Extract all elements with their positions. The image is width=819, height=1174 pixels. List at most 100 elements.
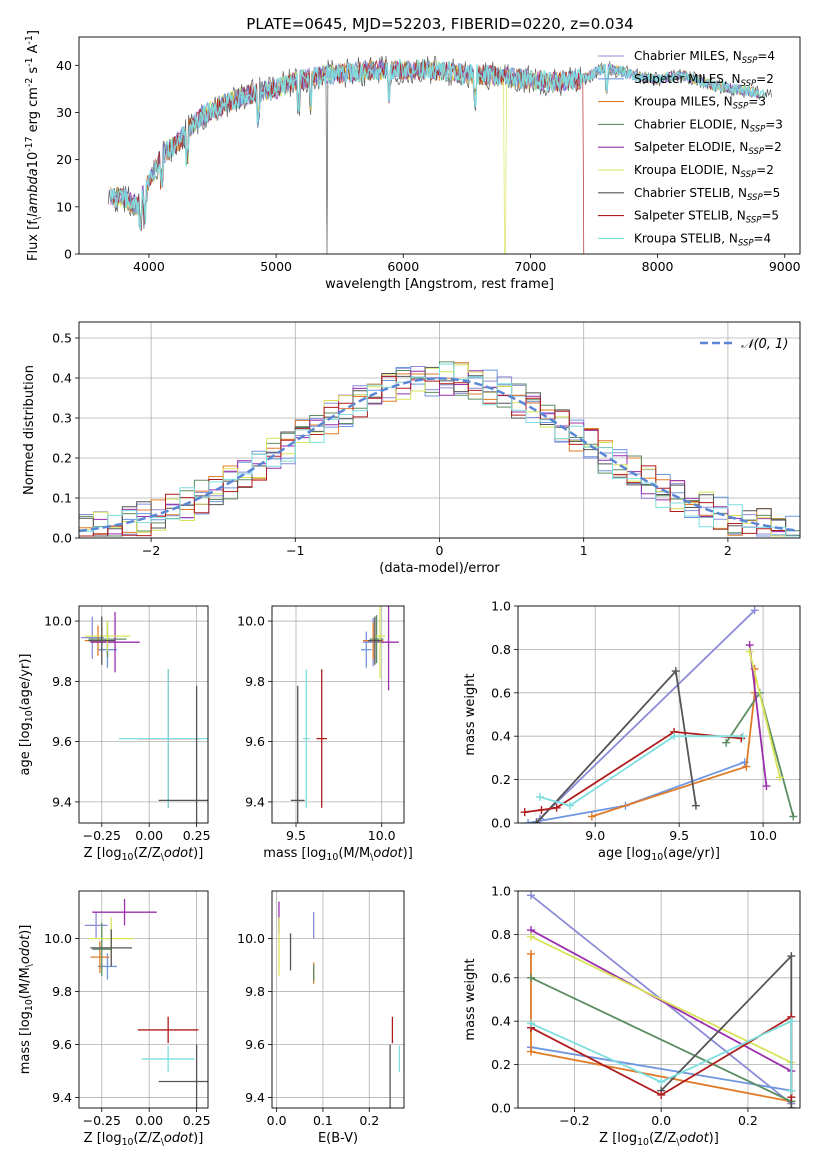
legend-entry: Kroupa MILES, NSSP=3 — [634, 95, 766, 112]
x-tick-label: 0.00 — [135, 828, 163, 843]
x-tick-label: 10.0 — [368, 828, 396, 843]
y-tick-label: 0.8 — [491, 642, 511, 657]
weight-line-2 — [530, 953, 792, 1103]
x-tick-label: 0.0 — [267, 1113, 287, 1128]
weight-line-8 — [530, 1019, 793, 1091]
y-tick-label: 9.8 — [245, 674, 265, 689]
residual-hist-7 — [79, 375, 800, 537]
y-tick-label: 0.2 — [52, 451, 72, 466]
x-tick-label: 7000 — [515, 259, 547, 274]
axes-frame — [78, 605, 209, 824]
y-tick-label: 9.4 — [52, 794, 72, 809]
spectrum-line-5 — [110, 59, 760, 254]
errorbar-point — [378, 606, 399, 691]
x-axis-label: Z [log10(Z/Z\odot)] — [599, 1131, 719, 1148]
figure-title: PLATE=0645, MJD=52203, FIBERID=0220, z=0… — [246, 15, 633, 33]
weight-marker — [671, 667, 680, 676]
errorbar-point — [90, 612, 140, 673]
y-tick-label: 0.3 — [52, 411, 72, 426]
x-tick-label: 0.25 — [183, 1113, 211, 1128]
errorbar-point — [90, 941, 110, 974]
x-axis-label: (data-model)/error — [379, 561, 500, 576]
y-tick-label: 9.6 — [245, 734, 265, 749]
y-tick-label: 10.0 — [237, 931, 265, 946]
y-tick-label: 0.6 — [491, 970, 511, 985]
errorbar-point — [118, 669, 208, 808]
axes-spectrum: 4000 5000 6000 7000 8000 9000 0 10 20 30 40 wavelen… — [24, 30, 801, 292]
x-axis-label: Z [log10(Z/Z\odot)] — [84, 1131, 204, 1148]
x-tick-label: 0.2 — [738, 1113, 758, 1128]
errorbar-point — [158, 1044, 208, 1108]
legend-entry: Salpeter STELIB, NSSP=5 — [634, 209, 779, 226]
x-axis-label: E(B-V) — [318, 1131, 358, 1146]
y-axis-label: Normed distribution — [22, 365, 37, 495]
axes-mass-EBV: 0.0 0.1 0.2 9.4 9.6 9.8 10.0 E(B-V) — [237, 890, 405, 1146]
y-tick-label: 10 — [56, 199, 72, 214]
x-tick-label: 0.00 — [135, 1113, 163, 1128]
grid-mass-EBV — [272, 891, 404, 1108]
x-axis-label: mass [log10(M/M\odot)] — [263, 846, 413, 863]
y-axis-label: mass weight — [463, 958, 478, 1040]
ticks-age-Z: −0.25 0.00 0.25 9.4 9.6 9.8 10.0 — [44, 614, 210, 843]
weight-marker — [520, 808, 529, 817]
weight-marker — [535, 792, 544, 801]
spectrum-legend: Chabrier MILES, NSSP=4 Salpeter MILES, NS… — [598, 49, 783, 248]
spectrum-line-7 — [110, 59, 586, 254]
weight-marker — [762, 782, 771, 791]
axes-weight-age: 9.0 9.5 10.0 0.0 0.2 0.4 0.6 0.8 1.0 age [log10(a… — [463, 599, 801, 863]
weight-marker — [750, 606, 759, 615]
weight-line-2 — [591, 668, 756, 818]
errorbar-point — [80, 616, 104, 659]
weight-marker — [742, 762, 751, 771]
ticks-weight-age: 9.0 9.5 10.0 0.0 0.2 0.4 0.6 0.8 1.0 — [491, 599, 777, 844]
weight-line-0 — [539, 609, 756, 820]
weight-marker — [527, 973, 536, 982]
axes-mass-Z: −0.25 0.00 0.25 9.4 9.6 9.8 10.0 Z [log10(Z/Z\o… — [18, 890, 211, 1148]
weight-marker — [657, 1077, 666, 1086]
weight-marker — [738, 732, 747, 741]
weight-line-6 — [535, 669, 697, 823]
x-tick-label: 9.0 — [585, 828, 605, 843]
y-tick-label: 0.1 — [52, 491, 72, 506]
y-tick-label: 9.4 — [245, 1090, 265, 1105]
weight-line-6 — [660, 953, 793, 1108]
y-axis-label: age [log10(age/yr)] — [18, 654, 35, 776]
grid-age-mass — [272, 606, 404, 823]
y-tick-label: 0.0 — [491, 1101, 511, 1116]
errorbar-point — [369, 615, 384, 664]
legend-entry: Salpeter MILES, NSSP=2 — [634, 72, 774, 89]
errorbar-point — [290, 685, 305, 823]
errorbar-point — [374, 606, 386, 679]
x-tick-label: 1 — [580, 543, 588, 558]
y-tick-label: 0.4 — [52, 371, 72, 386]
y-axis-label: mass weight — [463, 673, 478, 755]
errorbar-point — [158, 685, 208, 823]
y-tick-label: 0.4 — [491, 729, 511, 744]
errorbar-point — [368, 616, 382, 665]
x-tick-label: 4000 — [133, 259, 165, 274]
y-tick-label: 10.0 — [44, 614, 72, 629]
x-axis-label: age [log10(age/yr)] — [598, 846, 720, 863]
axes-frame — [78, 321, 801, 539]
y-tick-label: 0 — [64, 247, 72, 262]
x-axis-label: Z [log10(Z/Z\odot)] — [84, 846, 204, 863]
y-tick-label: 9.4 — [245, 794, 265, 809]
legend-entry: Chabrier ELODIE, NSSP=3 — [634, 117, 783, 134]
x-tick-label: 5000 — [260, 259, 292, 274]
weight-marker — [722, 738, 731, 747]
y-tick-label: 9.8 — [52, 984, 72, 999]
errorbar-point — [88, 616, 116, 665]
weight-marker — [587, 812, 596, 821]
legend-entry: Salpeter ELODIE, NSSP=2 — [634, 140, 782, 157]
weight-marker — [657, 1090, 666, 1099]
x-tick-label: 0.0 — [651, 1113, 671, 1128]
y-tick-label: 9.4 — [52, 1090, 72, 1105]
x-tick-label: 0.25 — [183, 828, 211, 843]
plot-area-mass-Z — [84, 898, 208, 1108]
legend-entry: Kroupa ELODIE, NSSP=2 — [634, 163, 774, 180]
x-tick-label: 8000 — [642, 259, 674, 274]
weight-line-4 — [530, 929, 792, 1072]
plot-area-residuals — [79, 361, 800, 537]
x-tick-label: −2 — [142, 543, 160, 558]
errorbar-point — [316, 669, 327, 808]
